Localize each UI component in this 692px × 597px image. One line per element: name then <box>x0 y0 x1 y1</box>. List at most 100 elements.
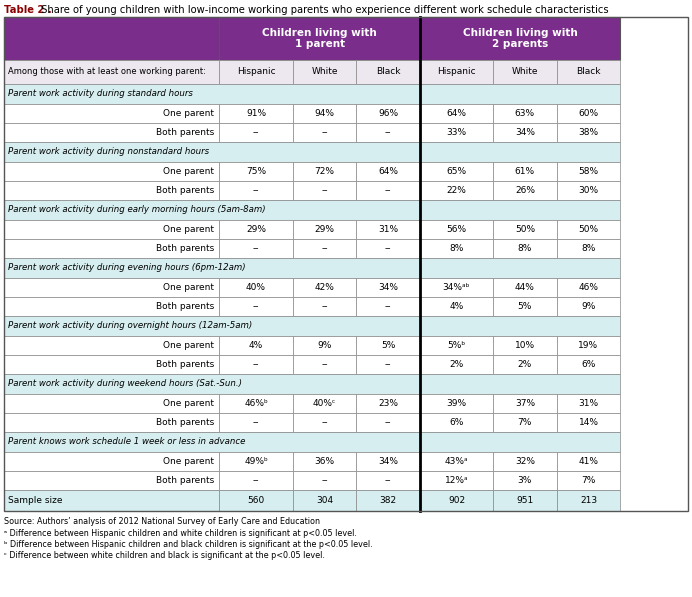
Bar <box>420 123 493 142</box>
Bar <box>493 490 556 511</box>
Text: 19%: 19% <box>579 341 599 350</box>
Bar <box>556 278 620 297</box>
Text: 94%: 94% <box>314 109 334 118</box>
Bar <box>4 394 219 413</box>
Bar <box>356 220 420 239</box>
Text: Black: Black <box>576 67 601 76</box>
Text: 9%: 9% <box>581 302 596 311</box>
Bar <box>556 181 620 200</box>
Bar <box>293 413 356 432</box>
Text: --: -- <box>253 302 260 311</box>
Text: Parent work activity during standard hours: Parent work activity during standard hou… <box>8 90 193 99</box>
Bar <box>420 374 620 394</box>
Text: --: -- <box>253 186 260 195</box>
Text: Table 2 .: Table 2 . <box>4 5 52 15</box>
Bar <box>4 490 219 511</box>
Text: --: -- <box>321 244 328 253</box>
Bar <box>556 452 620 471</box>
Bar <box>4 413 219 432</box>
Bar <box>4 278 219 297</box>
Text: 23%: 23% <box>378 399 398 408</box>
Bar <box>356 104 420 123</box>
Text: 72%: 72% <box>314 167 334 176</box>
Text: One parent: One parent <box>163 399 215 408</box>
Bar <box>420 258 620 278</box>
Bar <box>493 60 556 84</box>
Bar <box>556 471 620 490</box>
Text: 46%: 46% <box>579 283 599 292</box>
Bar <box>556 490 620 511</box>
Bar <box>356 413 420 432</box>
Bar <box>420 239 493 258</box>
Text: 44%: 44% <box>515 283 535 292</box>
Bar <box>556 239 620 258</box>
Text: 8%: 8% <box>581 244 596 253</box>
Text: 8%: 8% <box>518 244 532 253</box>
Bar <box>356 471 420 490</box>
Bar <box>556 355 620 374</box>
Text: 46%ᵇ: 46%ᵇ <box>244 399 268 408</box>
Text: 29%: 29% <box>246 225 266 234</box>
Bar <box>219 220 293 239</box>
Bar <box>420 297 493 316</box>
Text: Parent work activity during nonstandard hours: Parent work activity during nonstandard … <box>8 147 209 156</box>
Bar <box>293 104 356 123</box>
Text: 65%: 65% <box>446 167 466 176</box>
Bar <box>420 60 493 84</box>
Text: --: -- <box>385 360 391 369</box>
Bar <box>556 123 620 142</box>
Bar <box>420 471 493 490</box>
Bar <box>420 162 493 181</box>
Text: --: -- <box>253 128 260 137</box>
Bar <box>4 239 219 258</box>
Bar <box>4 432 420 452</box>
Text: --: -- <box>385 476 391 485</box>
Text: Both parents: Both parents <box>156 418 215 427</box>
Bar <box>4 258 420 278</box>
Bar <box>4 471 219 490</box>
Bar <box>356 60 420 84</box>
Text: Sample size: Sample size <box>8 496 62 505</box>
Bar <box>4 123 219 142</box>
Text: Parent work activity during evening hours (6pm-12am): Parent work activity during evening hour… <box>8 263 246 272</box>
Text: ᵃ Difference between Hispanic children and white children is significant at p<0.: ᵃ Difference between Hispanic children a… <box>4 529 357 538</box>
Text: Both parents: Both parents <box>156 186 215 195</box>
Bar <box>493 123 556 142</box>
Text: 36%: 36% <box>314 457 334 466</box>
Text: 14%: 14% <box>579 418 599 427</box>
Text: 5%: 5% <box>381 341 395 350</box>
Text: White: White <box>511 67 538 76</box>
Bar <box>493 394 556 413</box>
Text: 382: 382 <box>379 496 397 505</box>
Text: 58%: 58% <box>579 167 599 176</box>
Text: 43%ᵃ: 43%ᵃ <box>445 457 468 466</box>
Bar <box>356 297 420 316</box>
Bar <box>293 471 356 490</box>
Text: --: -- <box>385 418 391 427</box>
Bar <box>219 181 293 200</box>
Text: One parent: One parent <box>163 109 215 118</box>
Bar <box>493 278 556 297</box>
Bar <box>420 220 493 239</box>
Bar <box>493 355 556 374</box>
Text: 96%: 96% <box>378 109 398 118</box>
Text: 213: 213 <box>580 496 597 505</box>
Text: 75%: 75% <box>246 167 266 176</box>
Bar <box>356 336 420 355</box>
Text: Both parents: Both parents <box>156 302 215 311</box>
Text: 8%: 8% <box>449 244 464 253</box>
Bar <box>556 220 620 239</box>
Bar <box>420 394 493 413</box>
Bar <box>219 471 293 490</box>
Bar <box>493 413 556 432</box>
Bar <box>293 123 356 142</box>
Text: Parent work activity during early morning hours (5am-8am): Parent work activity during early mornin… <box>8 205 266 214</box>
Bar <box>493 220 556 239</box>
Bar <box>293 355 356 374</box>
Bar <box>556 413 620 432</box>
Bar <box>420 336 493 355</box>
Bar <box>4 355 219 374</box>
Bar <box>219 394 293 413</box>
Text: 6%: 6% <box>581 360 596 369</box>
Bar <box>493 162 556 181</box>
